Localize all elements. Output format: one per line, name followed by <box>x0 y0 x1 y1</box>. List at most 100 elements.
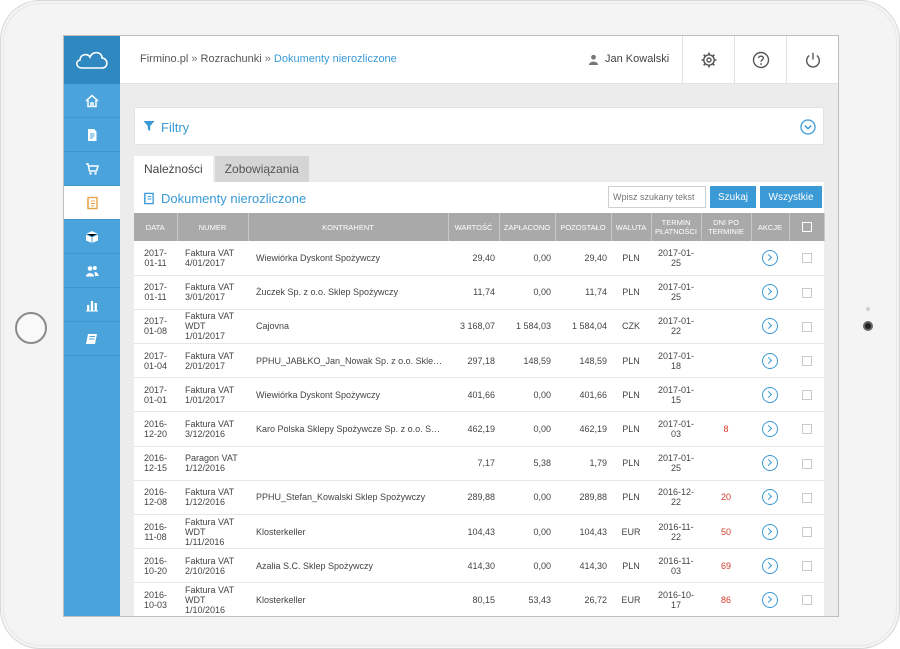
book-icon <box>86 333 97 344</box>
chevron-right-icon[interactable] <box>762 523 778 540</box>
table-row[interactable]: 2017-01-11 Faktura VAT 3/01/2017 Żuczek Sp… <box>134 275 824 310</box>
row-contractor: Wiewiórka Dyskont Spożywczy <box>248 377 448 413</box>
row-paid: 0,00 <box>499 411 555 447</box>
logout-button[interactable] <box>786 36 838 84</box>
row-paid: 0,00 <box>499 241 555 276</box>
chevron-right-icon[interactable] <box>762 455 778 472</box>
row-paid: 0,00 <box>499 480 555 516</box>
settings-button[interactable] <box>682 36 734 84</box>
row-days-overdue <box>701 343 751 379</box>
row-checkbox[interactable] <box>801 390 812 401</box>
row-actions <box>751 411 789 447</box>
row-checkbox[interactable] <box>801 287 812 298</box>
user-icon <box>588 54 599 65</box>
row-checkbox[interactable] <box>801 253 812 264</box>
table-row[interactable]: 2016-11-08 Faktura VAT WDT 1/11/2016 Klost… <box>134 514 824 550</box>
breadcrumb-home[interactable]: Firmino.pl <box>140 53 189 65</box>
column-header-currency[interactable]: WALUTA <box>611 213 652 241</box>
row-currency: PLN <box>611 548 651 584</box>
table-row[interactable]: 2017-01-04 Faktura VAT 2/01/2017 PPHU_JABŁ… <box>134 343 824 379</box>
gear-icon <box>701 52 716 68</box>
chevron-right-icon[interactable] <box>762 249 778 266</box>
row-number: Faktura VAT 3/01/2017 <box>177 275 248 310</box>
home-button[interactable] <box>15 312 47 344</box>
row-checkbox[interactable] <box>801 595 812 606</box>
breadcrumb-settlements[interactable]: Rozrachunki <box>200 53 262 65</box>
filters-title: Filtry <box>161 120 190 135</box>
row-number: Faktura VAT 1/01/2017 <box>177 377 248 413</box>
tab-receivables[interactable]: Należności <box>134 156 213 182</box>
column-header-contractor[interactable]: KONTRAHENT <box>248 213 449 241</box>
search-button[interactable]: Szukaj <box>710 186 756 208</box>
table-row[interactable]: 2017-01-08 Faktura VAT WDT 1/01/2017 Cajov… <box>134 309 824 345</box>
row-days-overdue: 86 <box>701 582 751 616</box>
nav-contractors[interactable] <box>64 254 120 288</box>
chevron-right-icon[interactable] <box>762 591 778 608</box>
table-row[interactable]: 2016-12-08 Faktura VAT 1/12/2016 PPHU_Stef… <box>134 480 824 516</box>
column-header-days[interactable]: DNI PO TERMINIE <box>701 213 752 241</box>
row-paid: 0,00 <box>499 275 555 310</box>
search-input[interactable] <box>608 186 706 208</box>
row-contractor: Wiewiórka Dyskont Spożywczy <box>248 241 448 276</box>
table-row[interactable]: 2016-12-15 Paragon VAT 1/12/2016 7,17 5,38 1… <box>134 446 824 481</box>
show-all-button[interactable]: Wszystkie <box>760 186 822 208</box>
table-row[interactable]: 2017-01-01 Faktura VAT 1/01/2017 Wiewiórka… <box>134 377 824 413</box>
row-currency: PLN <box>611 241 651 276</box>
filters-panel[interactable]: Filtry <box>134 107 824 145</box>
chevron-down-icon[interactable] <box>800 119 816 135</box>
chevron-right-icon[interactable] <box>762 386 778 403</box>
row-date: 2016-10-20 <box>134 548 177 584</box>
tab-liabilities[interactable]: Zobowiązania <box>214 156 309 182</box>
chevron-right-icon[interactable] <box>762 318 778 335</box>
table-row[interactable]: 2016-10-20 Faktura VAT 2/10/2016 Azalia S.… <box>134 548 824 584</box>
chevron-right-icon[interactable] <box>762 352 778 369</box>
row-currency: PLN <box>611 480 651 516</box>
row-term: 2016-11-03 <box>651 548 701 584</box>
nav-warehouse[interactable] <box>64 220 120 254</box>
select-all-checkbox[interactable] <box>801 222 812 232</box>
row-contractor: PPHU_JABŁKO_Jan_Nowak Sp. z o.o. Sklep S… <box>248 343 448 379</box>
column-header-date[interactable]: DATA <box>134 213 178 241</box>
column-header-remaining[interactable]: POZOSTAŁO <box>555 213 612 241</box>
nav-home[interactable] <box>64 84 120 118</box>
nav-sales[interactable] <box>64 152 120 186</box>
help-button[interactable] <box>734 36 786 84</box>
chevron-right-icon[interactable] <box>762 557 778 574</box>
chevron-right-icon[interactable] <box>762 489 778 506</box>
nav-books[interactable] <box>64 322 120 356</box>
row-value: 462,19 <box>448 411 499 447</box>
row-select <box>789 241 824 276</box>
nav-settlements[interactable] <box>64 186 120 220</box>
logo[interactable] <box>64 36 120 84</box>
nav-reports[interactable] <box>64 288 120 322</box>
row-checkbox[interactable] <box>801 321 812 332</box>
row-days-overdue: 50 <box>701 514 751 550</box>
row-checkbox[interactable] <box>801 526 812 537</box>
row-checkbox[interactable] <box>801 492 812 503</box>
chevron-right-icon[interactable] <box>762 421 778 438</box>
row-contractor <box>248 446 448 481</box>
table-row[interactable]: 2016-12-20 Faktura VAT 3/12/2016 Karo Pols… <box>134 411 824 447</box>
nav-documents[interactable] <box>64 118 120 152</box>
box-icon <box>85 230 99 243</box>
column-header-term[interactable]: TERMIN PŁATNOŚCI <box>651 213 702 241</box>
chevron-right-icon[interactable] <box>762 284 778 301</box>
row-term: 2016-12-22 <box>651 480 701 516</box>
row-checkbox[interactable] <box>801 458 812 469</box>
row-checkbox[interactable] <box>801 424 812 435</box>
row-date: 2016-12-20 <box>134 411 177 447</box>
row-paid: 148,59 <box>499 343 555 379</box>
row-value: 80,15 <box>448 582 499 616</box>
row-checkbox[interactable] <box>801 561 812 572</box>
user-menu[interactable]: Jan Kowalski <box>588 53 669 65</box>
column-header-value[interactable]: WARTOŚĆ <box>448 213 500 241</box>
table-row[interactable]: 2016-10-03 Faktura VAT WDT 1/10/2016 Klost… <box>134 582 824 616</box>
row-checkbox[interactable] <box>801 355 812 366</box>
column-header-paid[interactable]: ZAPŁACONO <box>499 213 556 241</box>
row-remaining: 1 584,04 <box>555 309 611 345</box>
table-row[interactable]: 2017-01-11 Faktura VAT 4/01/2017 Wiewiórka… <box>134 241 824 276</box>
column-header-select[interactable] <box>789 213 825 241</box>
row-value: 401,66 <box>448 377 499 413</box>
help-icon <box>752 51 769 69</box>
column-header-number[interactable]: NUMER <box>177 213 249 241</box>
